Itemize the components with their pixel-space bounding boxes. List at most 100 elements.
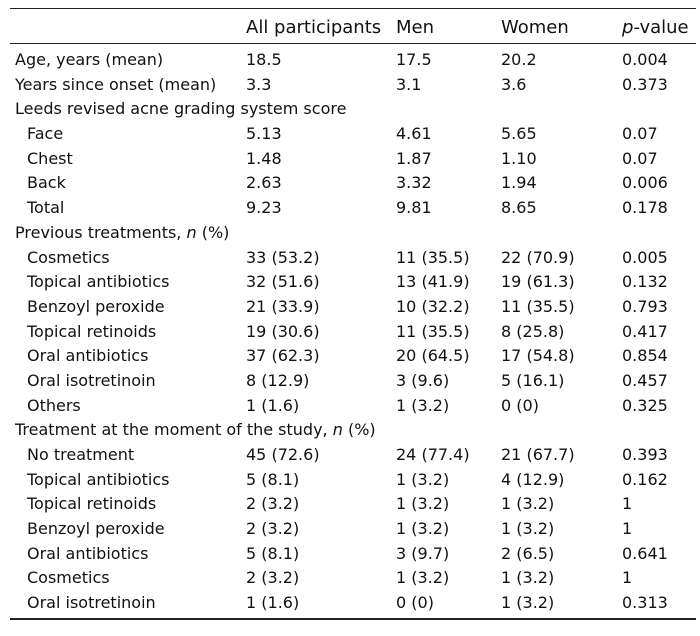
cell-p-value: 0.162	[622, 469, 668, 489]
section-header-row: Leeds revised acne grading system score	[10, 97, 696, 122]
section-header-row: Previous treatments, n (%)	[10, 221, 696, 246]
cell-p-value: 0.457	[622, 370, 668, 390]
cell-p-value: 0.793	[622, 296, 668, 316]
table-row: Topical retinoids 2 (3.2) 1 (3.2) 1 (3.2) 1	[10, 492, 696, 517]
cell-men: 3 (9.7)	[396, 543, 450, 563]
cell-women: 1 (3.2)	[501, 494, 555, 514]
header-men: Men	[396, 17, 435, 38]
cell-all-participants: 2 (3.2)	[246, 519, 300, 539]
cell-all-participants: 2 (3.2)	[246, 494, 300, 514]
cell-women: 3.6	[501, 74, 527, 94]
row-label: Topical antibiotics	[27, 272, 170, 292]
row-label: Total	[27, 198, 65, 218]
cell-men: 9.81	[396, 198, 432, 218]
row-label: Topical retinoids	[27, 321, 157, 341]
cell-p-value: 0.07	[622, 148, 658, 168]
cell-p-value: 0.313	[622, 593, 668, 613]
section-header-row: Treatment at the moment of the study, n …	[10, 418, 696, 443]
cell-all-participants: 37 (62.3)	[246, 346, 320, 366]
table-row: Back 2.63 3.32 1.94 0.006	[10, 171, 696, 196]
cell-women: 19 (61.3)	[501, 272, 575, 292]
table-row: Oral isotretinoin 1 (1.6) 0 (0) 1 (3.2) 0.31…	[10, 591, 696, 616]
cell-men: 20 (64.5)	[396, 346, 470, 366]
cell-all-participants: 1 (1.6)	[246, 395, 300, 415]
cell-men: 1 (3.2)	[396, 395, 450, 415]
table-row: Face 5.13 4.61 5.65 0.07	[10, 122, 696, 147]
header-p-value: p-value	[622, 17, 689, 38]
cell-p-value: 0.132	[622, 272, 668, 292]
row-label: Years since onset (mean)	[15, 74, 217, 94]
cell-all-participants: 19 (30.6)	[246, 321, 320, 341]
cell-men: 3.1	[396, 74, 422, 94]
cell-men: 24 (77.4)	[396, 445, 470, 464]
cell-women: 5 (16.1)	[501, 370, 565, 390]
cell-p-value: 0.07	[622, 124, 658, 144]
cell-p-value: 0.417	[622, 321, 668, 341]
section-label: Leeds revised acne grading system score	[15, 99, 347, 119]
cell-men: 17.5	[396, 50, 432, 69]
row-label: Others	[27, 395, 81, 415]
table-row: Cosmetics 33 (53.2) 11 (35.5) 22 (70.9) 0.00…	[10, 246, 696, 271]
cell-men: 10 (32.2)	[396, 296, 470, 316]
cell-women: 4 (12.9)	[501, 469, 565, 489]
row-label: Chest	[27, 148, 73, 168]
cell-all-participants: 33 (53.2)	[246, 247, 320, 267]
table-row: Total 9.23 9.81 8.65 0.178	[10, 196, 696, 221]
row-label: Cosmetics	[27, 568, 110, 588]
cell-men: 1.87	[396, 148, 432, 168]
cell-men: 11 (35.5)	[396, 247, 470, 267]
cell-all-participants: 45 (72.6)	[246, 445, 320, 464]
cell-men: 11 (35.5)	[396, 321, 470, 341]
cell-men: 3.32	[396, 173, 432, 193]
cell-all-participants: 1.48	[246, 148, 282, 168]
table-row: Age, years (mean) 18.5 17.5 20.2 0.004	[10, 48, 696, 73]
cell-women: 17 (54.8)	[501, 346, 575, 366]
cell-men: 0 (0)	[396, 593, 434, 613]
table-row: Topical retinoids 19 (30.6) 11 (35.5) 8 (25…	[10, 320, 696, 345]
table-row: Cosmetics 2 (3.2) 1 (3.2) 1 (3.2) 1	[10, 566, 696, 591]
cell-p-value: 0.854	[622, 346, 668, 366]
row-label: Age, years (mean)	[15, 50, 164, 69]
section-label: Previous treatments, n (%)	[15, 222, 230, 242]
cell-all-participants: 2.63	[246, 173, 282, 193]
header-row: All participants Men Women p-value	[10, 9, 696, 43]
row-label: Oral antibiotics	[27, 346, 149, 366]
cell-all-participants: 21 (33.9)	[246, 296, 320, 316]
top-rule	[10, 8, 696, 9]
table-row: Years since onset (mean) 3.3 3.1 3.6 0.373	[10, 73, 696, 98]
row-label: Topical antibiotics	[27, 469, 170, 489]
row-label: Oral antibiotics	[27, 543, 149, 563]
row-label: Oral isotretinoin	[27, 370, 156, 390]
cell-women: 22 (70.9)	[501, 247, 575, 267]
cell-p-value: 1	[622, 494, 633, 514]
cell-men: 4.61	[396, 124, 432, 144]
cell-men: 1 (3.2)	[396, 494, 450, 514]
cell-women: 1 (3.2)	[501, 519, 555, 539]
cell-p-value: 0.004	[622, 50, 668, 69]
row-label: Back	[27, 173, 66, 193]
cell-p-value: 0.178	[622, 198, 668, 218]
cell-all-participants: 2 (3.2)	[246, 568, 300, 588]
cell-p-value: 1	[622, 568, 633, 588]
cell-all-participants: 5 (8.1)	[246, 543, 300, 563]
table-row: Topical antibiotics 5 (8.1) 1 (3.2) 4 (12.9…	[10, 468, 696, 493]
row-label: Oral isotretinoin	[27, 593, 156, 613]
cell-women: 1.10	[501, 148, 537, 168]
cell-women: 8 (25.8)	[501, 321, 565, 341]
header-women: Women	[501, 17, 569, 38]
cell-all-participants: 32 (51.6)	[246, 272, 320, 292]
cell-all-participants: 1 (1.6)	[246, 593, 300, 613]
table-row: Oral isotretinoin 8 (12.9) 3 (9.6) 5 (16.1)…	[10, 369, 696, 394]
table-row: No treatment 45 (72.6) 24 (77.4) 21 (67.7) 0…	[10, 443, 696, 468]
bottom-rule	[10, 617, 696, 620]
cell-p-value: 0.325	[622, 395, 668, 415]
cell-men: 3 (9.6)	[396, 370, 450, 390]
data-table: All participants Men Women p-value Age, …	[10, 8, 696, 620]
cell-women: 8.65	[501, 198, 537, 218]
table-row: Benzoyl peroxide 2 (3.2) 1 (3.2) 1 (3.2) 1	[10, 517, 696, 542]
cell-all-participants: 18.5	[246, 50, 282, 69]
row-label: Benzoyl peroxide	[27, 296, 165, 316]
table-row: Benzoyl peroxide 21 (33.9) 10 (32.2) 11 (35…	[10, 295, 696, 320]
cell-men: 1 (3.2)	[396, 469, 450, 489]
cell-all-participants: 8 (12.9)	[246, 370, 310, 390]
